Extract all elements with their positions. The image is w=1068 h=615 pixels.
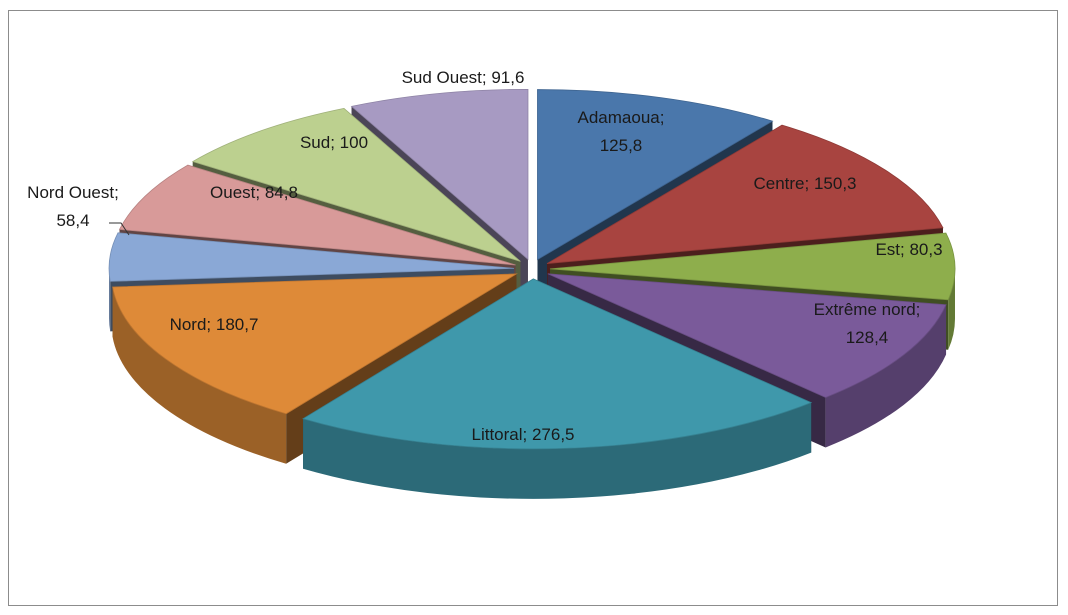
labels-layer: Adamaoua; 125,8 Centre; 150,3 Est; 80,3 Extr… xyxy=(27,68,942,444)
label-nord: Nord; 180,7 xyxy=(170,315,259,334)
slice-top-sud-ouest xyxy=(350,88,529,261)
slice-outer-wall xyxy=(112,286,287,464)
chart-frame: Adamaoua; 125,8 Centre; 150,3 Est; 80,3 Extr… xyxy=(8,10,1058,606)
pie-chart: Adamaoua; 125,8 Centre; 150,3 Est; 80,3 Extr… xyxy=(27,68,956,499)
label-sud: Sud; 100 xyxy=(300,133,368,152)
slice-littoral xyxy=(302,278,813,499)
slice-top-adamaoua xyxy=(537,89,774,261)
label-nord-ouest: Nord Ouest; 58,4 xyxy=(27,183,119,230)
slice-top-ouest xyxy=(118,164,516,266)
slice-outer-wall xyxy=(948,268,955,350)
label-sud-ouest: Sud Ouest; 91,6 xyxy=(402,68,525,87)
slice-top-sud xyxy=(191,107,521,262)
slice-top-littoral xyxy=(302,278,813,450)
leader-line-nord-ouest xyxy=(109,222,130,236)
label-centre: Centre; 150,3 xyxy=(753,174,856,193)
slice-top-nord-ouest xyxy=(108,232,515,282)
slice-top-extreme-nord xyxy=(547,273,947,398)
label-extreme-nord: Extrême nord; 128,4 xyxy=(814,300,921,347)
label-ouest: Ouest; 84,8 xyxy=(210,183,298,202)
label-littoral: Littoral; 276,5 xyxy=(471,425,574,444)
slice-outer-wall xyxy=(109,268,111,332)
label-est: Est; 80,3 xyxy=(875,240,942,259)
slices-layer xyxy=(108,88,956,499)
slice-outer-wall xyxy=(825,304,947,448)
slice-top-centre xyxy=(546,124,944,264)
slice-outer-wall xyxy=(303,402,812,499)
slice-top-nord xyxy=(112,273,518,415)
label-adamaoua: Adamaoua; 125,8 xyxy=(578,108,665,155)
slice-top-est xyxy=(549,232,956,301)
